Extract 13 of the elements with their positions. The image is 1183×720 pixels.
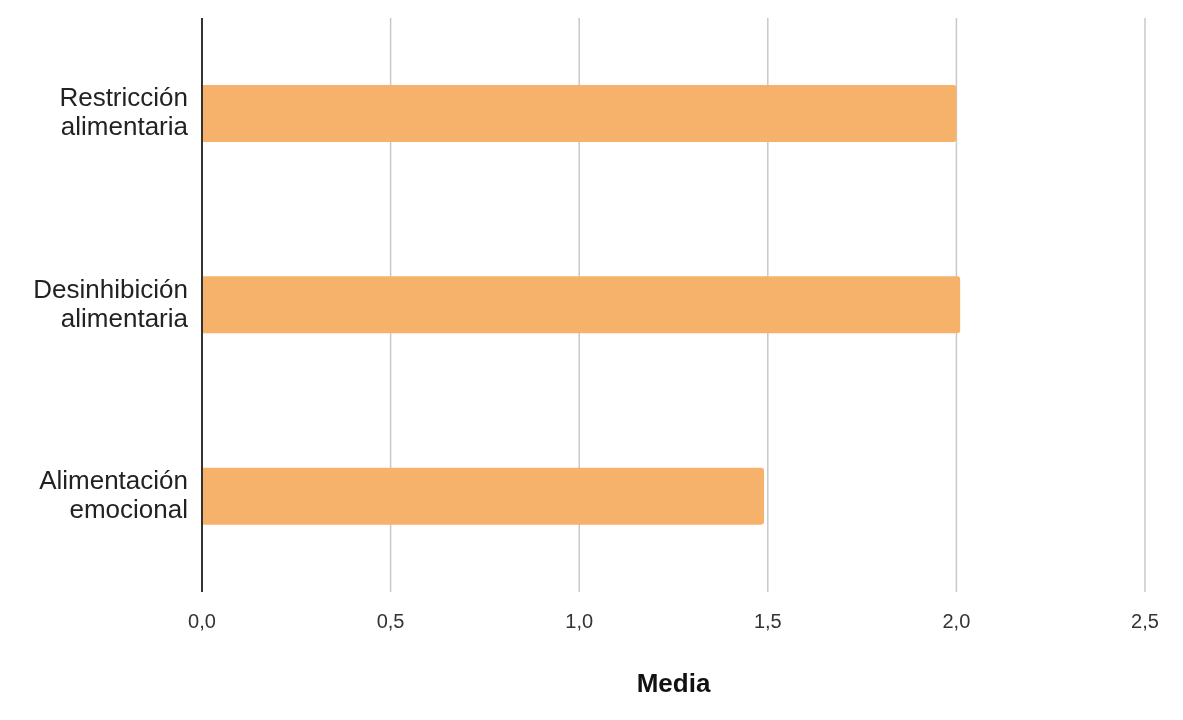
y-tick-label: Desinhibición alimentaria [33, 273, 189, 333]
x-axis-title: Media [636, 668, 711, 698]
bar [202, 84, 957, 142]
x-tick-label: 0,0 [188, 610, 216, 633]
x-tick-label: 1,0 [565, 610, 594, 633]
bar [202, 467, 765, 525]
x-tick-label: 2,0 [942, 610, 971, 633]
bar [202, 276, 961, 334]
x-tick-label: 0,5 [376, 610, 405, 633]
x-tick-label: 1,5 [753, 610, 782, 633]
x-tick-label: 2,5 [1131, 610, 1159, 633]
y-tick-label: Restricción alimentaria [59, 82, 189, 142]
y-tick-label: Alimentación emocional [39, 464, 188, 524]
